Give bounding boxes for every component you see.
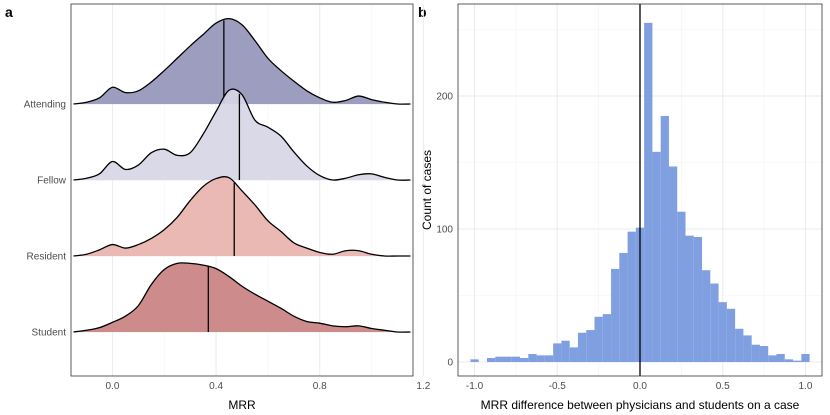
histogram-bar xyxy=(776,354,785,362)
density-area-resident xyxy=(73,176,411,257)
histogram-bar xyxy=(652,151,661,362)
ridgeline-x-axis-title: MRR xyxy=(228,398,256,412)
histogram-bar xyxy=(611,268,620,362)
y-tick-label: 0 xyxy=(447,358,453,369)
histogram-bar xyxy=(569,347,578,362)
histogram-bar xyxy=(685,235,694,362)
histogram-bar xyxy=(702,270,711,362)
ridgeline-densities xyxy=(73,17,411,333)
histogram-bar xyxy=(544,355,554,362)
histogram-panel-frame xyxy=(457,3,823,377)
x-tick-label: 0.4 xyxy=(209,381,223,392)
histogram-bar xyxy=(619,252,628,362)
panel-label-b: b xyxy=(418,4,427,20)
histogram-y-axis: 0 100 200 xyxy=(436,92,453,369)
histogram-bar xyxy=(561,340,570,362)
histogram-bar xyxy=(768,355,777,362)
density-line-fellow xyxy=(73,88,411,181)
histogram-bar xyxy=(735,328,744,362)
histogram-bar xyxy=(495,356,504,362)
y-tick-label: 200 xyxy=(436,92,453,103)
histogram-bar xyxy=(801,354,810,362)
histogram-bar xyxy=(536,355,545,362)
y-tick-label: Resident xyxy=(27,252,67,263)
x-tick-label: 0.8 xyxy=(313,381,327,392)
histogram-bar xyxy=(528,354,537,362)
ridgeline-panel: Attending Fellow Resident Student 0.0 0.4 0.8… xyxy=(24,3,431,412)
x-tick-label: 0.5 xyxy=(716,381,730,392)
y-tick-label: Fellow xyxy=(37,176,67,187)
histogram-bar xyxy=(660,115,669,362)
x-tick-label: -0.5 xyxy=(549,381,567,392)
histogram-bar xyxy=(668,166,678,362)
histogram-x-axis-title: MRR difference between physicians and st… xyxy=(481,398,800,412)
histogram-bar xyxy=(693,236,703,362)
x-tick-label: 0.0 xyxy=(106,381,120,392)
histogram-bar xyxy=(759,346,769,362)
ridgeline-panel-frame xyxy=(70,3,414,377)
x-tick-label: -1.0 xyxy=(466,381,484,392)
histogram-bar xyxy=(511,356,521,362)
histogram-bar xyxy=(553,343,562,362)
histogram-bar xyxy=(577,332,587,362)
histogram-bars xyxy=(470,22,810,362)
x-tick-label: 1.0 xyxy=(799,381,813,392)
density-area-attending xyxy=(73,18,411,105)
y-tick-label: Student xyxy=(32,328,67,339)
histogram-bar xyxy=(793,360,802,362)
histogram-bar xyxy=(602,314,612,362)
panel-label-a: a xyxy=(5,4,13,20)
histogram-bar xyxy=(644,22,653,362)
x-tick-label: 0.0 xyxy=(633,381,647,392)
histogram-bar xyxy=(594,316,603,362)
density-area-fellow xyxy=(73,89,411,181)
histogram-bar xyxy=(784,359,794,362)
y-tick-label: Attending xyxy=(24,100,66,111)
histogram-bar xyxy=(718,302,727,362)
histogram-panel: 0 100 200 -1.0 -0.5 0.0 0.5 1.0 MRR difference… xyxy=(420,3,823,412)
histogram-bar xyxy=(627,231,636,362)
histogram-bar xyxy=(710,283,719,362)
density-line-attending xyxy=(73,17,411,105)
histogram-y-axis-title: Count of cases xyxy=(420,150,434,230)
histogram-bar xyxy=(743,335,752,362)
histogram-bar xyxy=(726,308,736,362)
x-tick-label: 1.2 xyxy=(416,381,430,392)
histogram-bar xyxy=(503,356,512,362)
density-line-student xyxy=(73,262,411,333)
histogram-bar xyxy=(677,211,686,362)
histogram-bar xyxy=(486,358,496,362)
y-tick-label: 100 xyxy=(436,225,453,236)
histogram-bar xyxy=(470,359,479,362)
ridgeline-y-axis: Attending Fellow Resident Student xyxy=(24,100,67,339)
density-line-resident xyxy=(73,176,411,257)
histogram-x-axis: -1.0 -0.5 0.0 0.5 1.0 xyxy=(466,381,813,392)
histogram-bar xyxy=(586,330,595,362)
histogram-bar xyxy=(520,358,529,362)
density-area-student xyxy=(73,262,411,333)
histogram-bar xyxy=(751,344,760,362)
ridgeline-x-axis: 0.0 0.4 0.8 1.2 xyxy=(106,381,431,392)
